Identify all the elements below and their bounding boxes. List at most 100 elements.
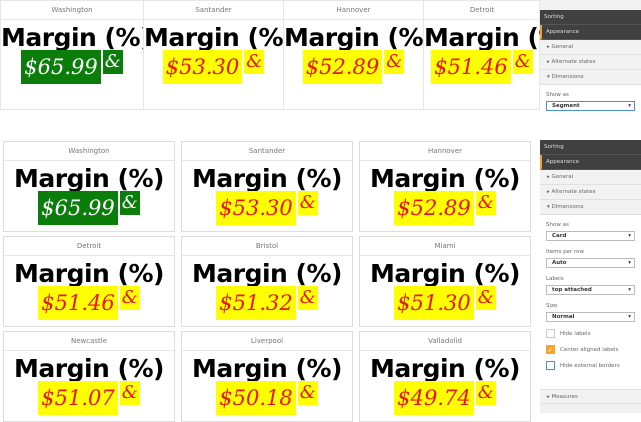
kpi-card[interactable]: Newcastle Margin (%) $51.07 & bbox=[3, 331, 175, 422]
kpi-value: $53.30 bbox=[162, 50, 243, 84]
bottom-card-grid: Washington Margin (%) $65.99 & Santander … bbox=[3, 141, 531, 422]
labels-select[interactable]: top attached bbox=[546, 285, 635, 295]
card-title: Margin (%) bbox=[370, 259, 520, 288]
card-label: Liverpool bbox=[182, 332, 352, 351]
kpi-card[interactable]: Santander Margin (%) $53.30 & bbox=[181, 141, 353, 232]
hide-labels-checkbox[interactable]: Hide labels bbox=[546, 329, 635, 338]
value-row: $50.18 & bbox=[182, 381, 352, 415]
card-title: Margin (%) bbox=[424, 23, 540, 52]
checkmark-icon: ✓ bbox=[546, 345, 555, 354]
sorting-section[interactable]: Sorting bbox=[540, 140, 641, 155]
value-row: $49.74 & bbox=[360, 381, 530, 415]
kpi-ampersand: & bbox=[512, 50, 533, 74]
items-per-row-label: Items per row bbox=[546, 249, 585, 255]
kpi-card[interactable]: Santander Margin (%) $53.30 & bbox=[144, 1, 284, 109]
card-label: Santander bbox=[144, 1, 283, 20]
kpi-ampersand: & bbox=[119, 381, 140, 405]
kpi-value: $51.07 bbox=[38, 381, 118, 415]
kpi-value: $51.46 bbox=[38, 286, 118, 320]
dimensions-section[interactable]: ▾ Dimensions bbox=[540, 70, 641, 85]
kpi-ampersand: & bbox=[297, 191, 318, 215]
show-as-label: Show as bbox=[546, 222, 569, 228]
measures-section[interactable]: ▸ Measures bbox=[540, 389, 641, 404]
checkbox-icon bbox=[546, 361, 555, 370]
value-row: $65.99 & bbox=[1, 50, 143, 84]
card-title: Margin (%) bbox=[370, 354, 520, 383]
card-title: Margin (%) bbox=[14, 164, 164, 193]
kpi-ampersand: & bbox=[244, 50, 265, 74]
kpi-card[interactable]: Liverpool Margin (%) $50.18 & bbox=[181, 331, 353, 422]
alternate-states-label: Alternate states bbox=[551, 189, 596, 195]
kpi-card[interactable]: Valladolid Margin (%) $49.74 & bbox=[359, 331, 531, 422]
kpi-ampersand: & bbox=[297, 381, 318, 405]
kpi-value: $50.18 bbox=[216, 381, 296, 415]
kpi-value: $51.32 bbox=[216, 286, 296, 320]
kpi-card[interactable]: Washington Margin (%) $65.99 & bbox=[3, 141, 175, 232]
dimensions-section[interactable]: ▾ Dimensions bbox=[540, 200, 641, 215]
general-section[interactable]: ▸ General bbox=[540, 40, 641, 55]
kpi-card[interactable]: Hannover Margin (%) $52.89 & bbox=[359, 141, 531, 232]
card-title: Margin (%) bbox=[284, 23, 424, 52]
kpi-ampersand: & bbox=[119, 191, 140, 215]
kpi-value: $52.89 bbox=[302, 50, 383, 84]
card-title: Margin (%) bbox=[370, 164, 520, 193]
items-per-row-select[interactable]: Auto bbox=[546, 258, 635, 268]
card-title: Margin (%) bbox=[1, 23, 144, 52]
general-section[interactable]: ▸ General bbox=[540, 170, 641, 185]
properties-panel-bottom: Sorting Appearance ▸ General ▸ Alternate… bbox=[540, 140, 641, 413]
size-label: Size bbox=[546, 303, 558, 309]
center-aligned-labels-checkbox[interactable]: ✓ Center aligned labels bbox=[546, 345, 635, 354]
card-label: Hannover bbox=[360, 142, 530, 161]
alternate-states-label: Alternate states bbox=[551, 59, 596, 65]
card-title: Margin (%) bbox=[192, 164, 342, 193]
show-as-label: Show as bbox=[546, 92, 569, 98]
value-row: $53.30 & bbox=[182, 191, 352, 225]
card-label: Hannover bbox=[284, 1, 423, 20]
kpi-card[interactable]: Detroit Margin (%) $51.46 & bbox=[424, 1, 541, 109]
hide-external-borders-label: Hide external borders bbox=[560, 362, 620, 369]
hide-labels-label: Hide labels bbox=[560, 330, 591, 337]
value-row: $51.32 & bbox=[182, 286, 352, 320]
card-title: Margin (%) bbox=[192, 354, 342, 383]
value-row: $52.89 & bbox=[284, 50, 423, 84]
kpi-value: $51.30 bbox=[394, 286, 474, 320]
kpi-value: $53.30 bbox=[216, 191, 296, 225]
kpi-ampersand: & bbox=[102, 50, 123, 74]
card-title: Margin (%) bbox=[14, 259, 164, 288]
size-select[interactable]: Normal bbox=[546, 312, 635, 322]
checkbox-icon bbox=[546, 329, 555, 338]
appearance-section[interactable]: Appearance bbox=[540, 155, 641, 170]
dimensions-label: Dimensions bbox=[551, 74, 584, 80]
value-row: $51.07 & bbox=[4, 381, 174, 415]
kpi-card[interactable]: Detroit Margin (%) $51.46 & bbox=[3, 236, 175, 327]
sorting-section[interactable]: Sorting bbox=[540, 10, 641, 25]
show-as-select[interactable]: Segment bbox=[546, 101, 635, 111]
alternate-states-section[interactable]: ▸ Alternate states bbox=[540, 185, 641, 200]
kpi-card[interactable]: Washington Margin (%) $65.99 & bbox=[1, 1, 144, 109]
value-row: $65.99 & bbox=[4, 191, 174, 225]
card-label: Detroit bbox=[424, 1, 540, 20]
kpi-value: $49.74 bbox=[394, 381, 474, 415]
value-row: $53.30 & bbox=[144, 50, 283, 84]
kpi-ampersand: & bbox=[475, 381, 496, 405]
kpi-card[interactable]: Hannover Margin (%) $52.89 & bbox=[284, 1, 424, 109]
kpi-value: $51.46 bbox=[431, 50, 511, 84]
center-aligned-labels-label: Center aligned labels bbox=[560, 346, 619, 353]
dimensions-label: Dimensions bbox=[551, 204, 584, 210]
kpi-ampersand: & bbox=[384, 50, 405, 74]
card-label: Detroit bbox=[4, 237, 174, 256]
card-label: Newcastle bbox=[4, 332, 174, 351]
alternate-states-section[interactable]: ▸ Alternate states bbox=[540, 55, 641, 70]
labels-label: Labels bbox=[546, 276, 564, 282]
kpi-value: $52.89 bbox=[394, 191, 474, 225]
card-title: Margin (%) bbox=[14, 354, 164, 383]
kpi-card[interactable]: Miami Margin (%) $51.30 & bbox=[359, 236, 531, 327]
appearance-section[interactable]: Appearance bbox=[540, 25, 641, 40]
general-label: General bbox=[551, 44, 574, 50]
card-label: Santander bbox=[182, 142, 352, 161]
kpi-value: $65.99 bbox=[21, 50, 101, 84]
hide-external-borders-checkbox[interactable]: Hide external borders bbox=[546, 361, 635, 370]
kpi-card[interactable]: Bristol Margin (%) $51.32 & bbox=[181, 236, 353, 327]
kpi-ampersand: & bbox=[119, 286, 140, 310]
show-as-select[interactable]: Card bbox=[546, 231, 635, 241]
